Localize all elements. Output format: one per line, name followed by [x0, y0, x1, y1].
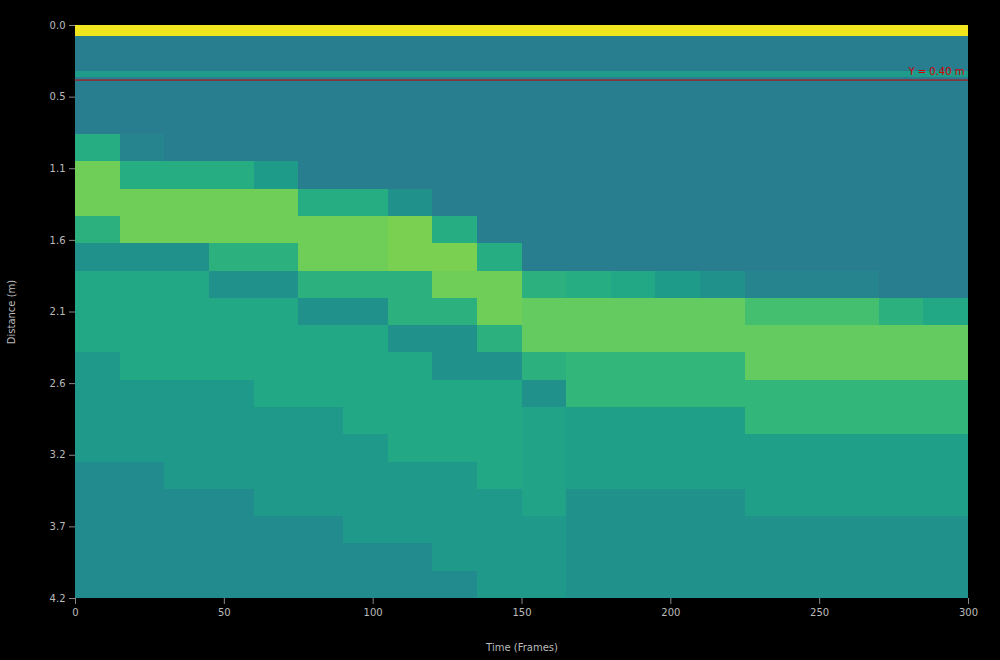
svg-text:50: 50 — [218, 607, 231, 618]
svg-text:Time (Frames): Time (Frames) — [485, 642, 558, 653]
svg-text:Y = 0.40 m: Y = 0.40 m — [907, 66, 964, 77]
svg-text:200: 200 — [661, 607, 680, 618]
svg-text:100: 100 — [364, 607, 383, 618]
svg-text:3.2: 3.2 — [50, 449, 66, 460]
svg-text:4.2: 4.2 — [50, 593, 66, 604]
svg-text:0.0: 0.0 — [50, 20, 66, 31]
svg-text:3.7: 3.7 — [50, 521, 66, 532]
svg-text:150: 150 — [512, 607, 531, 618]
svg-text:1.6: 1.6 — [50, 235, 66, 246]
svg-text:0.5: 0.5 — [50, 91, 66, 102]
svg-text:1.1: 1.1 — [50, 163, 66, 174]
svg-text:Distance (m): Distance (m) — [6, 280, 17, 345]
svg-text:300: 300 — [959, 607, 978, 618]
svg-text:0: 0 — [72, 607, 78, 618]
svg-text:2.6: 2.6 — [50, 378, 66, 389]
svg-text:2.1: 2.1 — [50, 306, 66, 317]
svg-text:250: 250 — [810, 607, 829, 618]
